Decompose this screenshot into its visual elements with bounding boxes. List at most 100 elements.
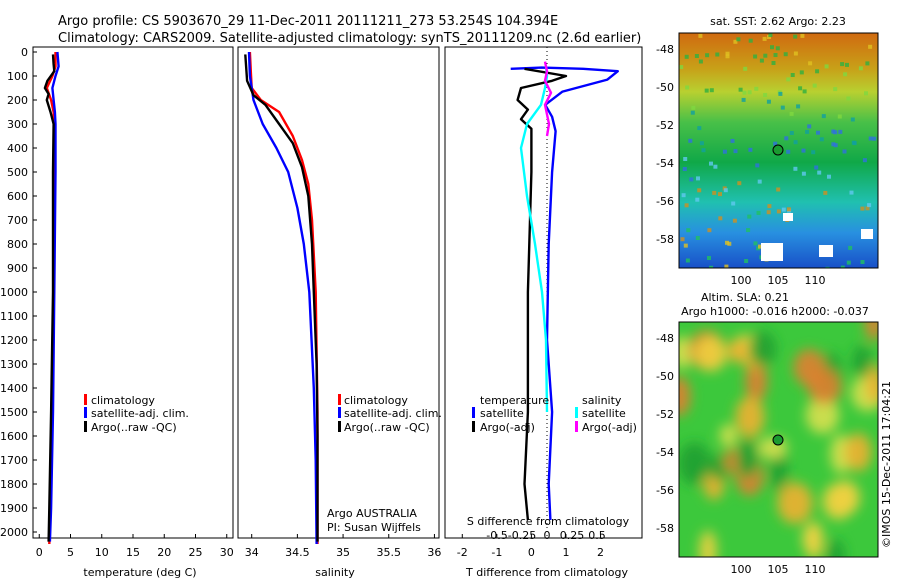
sla-anomaly-blob: [736, 438, 759, 479]
sst-pixel: [695, 236, 700, 240]
sla-anomaly-blob: [866, 364, 878, 404]
sla-map-image: [679, 322, 878, 557]
sst-pixel: [790, 73, 795, 77]
x-tick-label: 30: [220, 546, 234, 559]
sst-map-texture: [679, 33, 877, 268]
s-difference-tick-label: -0.25: [508, 529, 536, 542]
sst-pixel: [699, 141, 704, 146]
sst-pixel: [698, 59, 703, 64]
legend-label-climatology: climatology: [91, 394, 155, 407]
sst-pixel: [773, 141, 778, 146]
sla-anomaly-blob: [822, 483, 855, 520]
sst-pixel: [825, 266, 830, 268]
t-difference-tick-labels: -2 -1 0 1 2: [457, 534, 604, 559]
sst-pixel: [709, 161, 713, 166]
difference-axes-box: [444, 46, 643, 539]
sst-pixel: [868, 136, 873, 141]
sla-anomaly-blob: [826, 539, 845, 557]
lon-tick-label: 100: [731, 563, 752, 576]
sst-pixel: [775, 46, 780, 51]
legend-swatch-temp-argo: [472, 421, 475, 432]
sst-pixel: [770, 45, 774, 50]
sst-pixel: [698, 33, 703, 38]
lon-tick-label: 110: [805, 274, 826, 287]
salinity-legend: climatology satellite-adj. clim. Argo(..…: [338, 394, 442, 434]
sla-anomaly-blob: [745, 359, 768, 402]
salinity-panel: 34 34.5 35 35.5 36 salinity climatology sate…: [237, 46, 442, 579]
sst-pixel: [738, 87, 743, 92]
sst-pixel: [850, 117, 855, 122]
depth-tick-label: 600: [7, 190, 28, 203]
temperature-tick-labels: 0 5 10 15 20 25 30: [36, 534, 234, 559]
sla-anomaly-blob: [679, 336, 694, 369]
sst-pixel: [713, 164, 718, 169]
lon-tick-label: 110: [805, 563, 826, 576]
sst-pixel: [748, 147, 753, 152]
sst-pixel: [860, 206, 865, 211]
lon-tick-label: 105: [768, 563, 789, 576]
lat-tick-label: -58: [656, 233, 674, 246]
x-tick-label: 20: [157, 546, 171, 559]
legend-label-argo: Argo(..raw -QC): [91, 421, 177, 434]
sst-pixel: [763, 53, 768, 58]
sst-pixel: [811, 150, 816, 155]
sla-anomaly-blob: [710, 454, 729, 482]
lat-tick-label: -58: [656, 522, 674, 535]
sst-pixel: [819, 137, 824, 142]
legend-label-satellite: satellite-adj. clim.: [91, 407, 189, 420]
depth-tick-label: 2000: [0, 526, 28, 539]
cloud-patch: [819, 245, 833, 257]
sst-pixel: [754, 86, 759, 91]
sst-pixel: [690, 110, 695, 115]
sst-pixel: [725, 240, 729, 245]
sla-anomaly-blob: [803, 521, 824, 557]
legend-label-argo: Argo(..raw -QC): [344, 421, 430, 434]
sst-pixel: [705, 53, 710, 58]
sst-pixel: [718, 192, 722, 197]
sst-pixel: [783, 52, 788, 57]
legend-label-sal-satellite: satellite: [582, 407, 626, 420]
x-tick-label: 36: [427, 546, 441, 559]
sst-pixel: [815, 69, 820, 74]
sst-pixel: [709, 88, 714, 93]
sst-pixel: [683, 157, 688, 161]
legend-swatch-satellite: [338, 407, 341, 418]
sst-pixel: [704, 88, 709, 93]
lon-tick-label: 100: [731, 274, 752, 287]
s-difference-tick-label: 0.5: [588, 529, 606, 542]
sst-lon-tick-labels: 100 105 110: [731, 274, 826, 287]
legend-title-salinity: salinity: [582, 394, 622, 407]
depth-tick-label: 1300: [0, 358, 28, 371]
depth-tick-label: 1100: [0, 310, 28, 323]
sst-pixel: [723, 188, 728, 193]
depth-tick-label: 500: [7, 166, 28, 179]
sst-pixel: [732, 218, 737, 223]
legend-swatch-climatology: [84, 394, 87, 405]
sst-pixel: [746, 228, 751, 233]
depth-tick-label: 1200: [0, 334, 28, 347]
sst-pixel: [718, 216, 723, 221]
sst-pixel: [767, 204, 772, 209]
sst-pixel: [684, 203, 689, 208]
sst-pixel: [840, 265, 845, 268]
sst-pixel: [707, 256, 711, 260]
legend-swatch-argo: [84, 421, 87, 432]
sst-pixel: [845, 62, 849, 67]
sst-pixel: [846, 260, 851, 265]
cloud-patch: [761, 243, 783, 261]
series-line-satellite-adj-clim-: [48, 51, 60, 542]
s-difference-tick-label: -0.5: [486, 529, 507, 542]
sst-pixel: [759, 58, 764, 63]
sla-lat-tick-labels: -48 -50 -52 -54 -56 -58: [656, 332, 674, 535]
header-line2: Climatology: CARS2009. Satellite-adjuste…: [58, 31, 641, 46]
difference-series: [510, 61, 619, 521]
sst-pixel: [724, 264, 729, 268]
sst-pixel: [778, 91, 783, 96]
sst-pixel: [731, 201, 736, 206]
depth-tick-label: 900: [7, 262, 28, 275]
sst-pixel: [798, 86, 803, 91]
sst-pixel: [789, 111, 794, 116]
sst-pixel: [814, 165, 819, 170]
sst-pixel: [800, 33, 805, 38]
sst-pixel: [812, 83, 817, 88]
